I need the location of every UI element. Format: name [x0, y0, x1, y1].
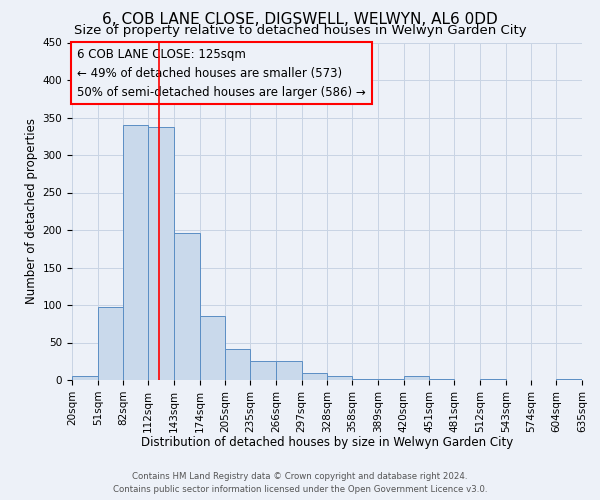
Text: 6 COB LANE CLOSE: 125sqm
← 49% of detached houses are smaller (573)
50% of semi-: 6 COB LANE CLOSE: 125sqm ← 49% of detach…	[77, 48, 366, 98]
Text: Contains HM Land Registry data © Crown copyright and database right 2024.
Contai: Contains HM Land Registry data © Crown c…	[113, 472, 487, 494]
Bar	[98, 307, 124, 380]
Bar	[174, 233, 200, 380]
Y-axis label: Number of detached properties: Number of detached properties	[25, 118, 38, 304]
Bar	[352, 378, 378, 380]
Bar	[378, 378, 404, 380]
Bar	[200, 316, 226, 380]
Bar	[124, 125, 148, 380]
Bar	[148, 127, 174, 380]
Bar	[328, 376, 352, 380]
Bar	[404, 376, 430, 380]
Bar	[250, 360, 276, 380]
X-axis label: Distribution of detached houses by size in Welwyn Garden City: Distribution of detached houses by size …	[141, 436, 513, 449]
Bar	[480, 379, 506, 380]
Bar	[302, 372, 328, 380]
Bar	[72, 376, 98, 380]
Bar	[226, 348, 250, 380]
Bar	[276, 361, 302, 380]
Bar	[430, 379, 454, 380]
Bar	[556, 379, 582, 380]
Text: 6, COB LANE CLOSE, DIGSWELL, WELWYN, AL6 0DD: 6, COB LANE CLOSE, DIGSWELL, WELWYN, AL6…	[102, 12, 498, 28]
Text: Size of property relative to detached houses in Welwyn Garden City: Size of property relative to detached ho…	[74, 24, 526, 37]
